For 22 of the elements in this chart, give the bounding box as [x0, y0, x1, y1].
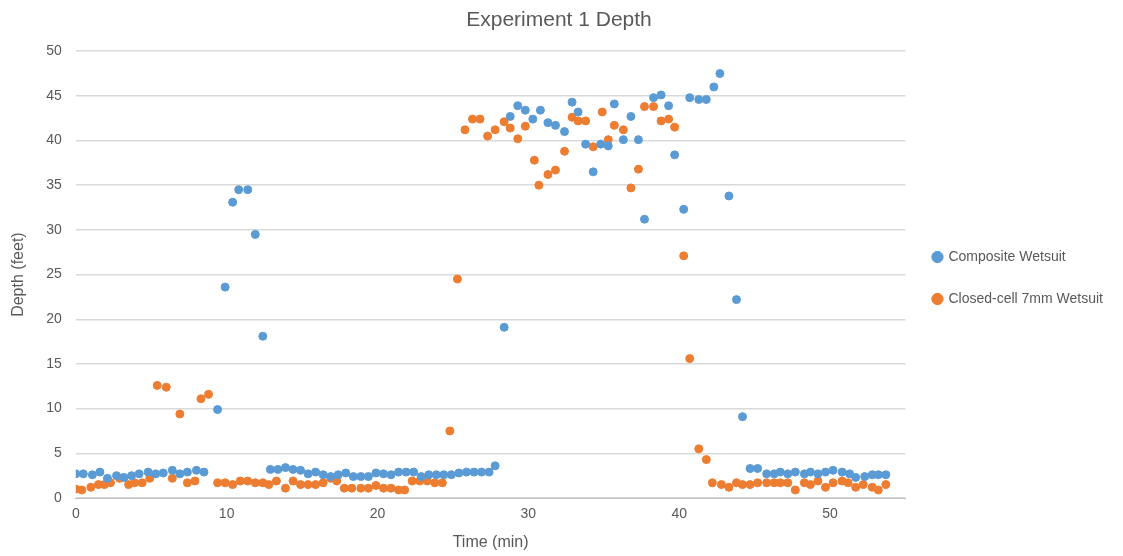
y-tick-label: 40	[46, 131, 62, 148]
y-tick-label: 20	[46, 310, 62, 327]
y-tick-label: 0	[53, 488, 62, 505]
x-tick-label: 20	[369, 505, 386, 522]
legend-label: Composite Wetsuit	[948, 247, 1066, 264]
x-tick-label: 30	[520, 505, 537, 522]
y-tick-label: 35	[46, 176, 62, 193]
y-tick-label: 15	[46, 354, 62, 371]
x-tick-label: 40	[671, 505, 688, 522]
y-tick-label: 10	[46, 399, 62, 416]
y-axis-title: Depth (feet)	[9, 232, 27, 317]
chart-title: Experiment 1 Depth	[466, 7, 652, 31]
x-axis-title: Time (min)	[452, 532, 529, 550]
legend-label: Closed-cell 7mm Wetsuit	[948, 289, 1104, 306]
x-tick-label: 50	[822, 505, 839, 522]
x-tick-label: 0	[71, 505, 80, 522]
y-tick-label: 5	[53, 444, 62, 461]
y-tick-label: 45	[46, 86, 62, 103]
y-tick-label: 50	[46, 42, 62, 59]
y-tick-label: 25	[46, 265, 62, 282]
x-tick-label: 10	[218, 505, 235, 522]
y-tick-label: 30	[46, 220, 62, 237]
